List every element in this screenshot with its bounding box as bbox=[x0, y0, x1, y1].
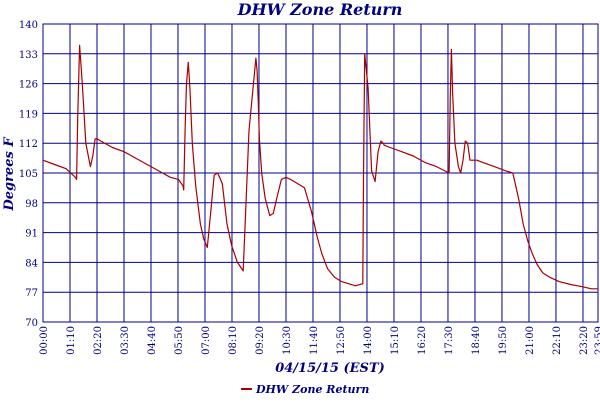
y-tick-label: 119 bbox=[19, 109, 38, 120]
x-tick-label: 18:40 bbox=[471, 326, 482, 355]
x-tick-label: 10:30 bbox=[282, 326, 293, 355]
tick-labels: 70 77 84 91 98 105 112 119 126 133 140 00:00 01:10 02… bbox=[19, 20, 600, 355]
x-tick-label: 12:50 bbox=[336, 326, 347, 355]
gridlines bbox=[42, 23, 599, 323]
x-tick-label: 00:00 bbox=[39, 326, 50, 355]
y-tick-label: 98 bbox=[25, 199, 38, 210]
legend: DHW Zone Return bbox=[241, 383, 369, 396]
y-tick-label: 70 bbox=[25, 318, 38, 329]
x-tick-label: 15:10 bbox=[390, 326, 401, 355]
y-axis-label: Degrees F bbox=[2, 137, 17, 212]
x-tick-label: 01:10 bbox=[66, 326, 77, 355]
y-tick-label: 126 bbox=[19, 80, 38, 91]
x-tick-label: 16:20 bbox=[417, 326, 428, 355]
x-tick-label: 03:30 bbox=[120, 326, 131, 355]
chart-title: DHW Zone Return bbox=[237, 0, 403, 19]
x-tick-label: 19:50 bbox=[498, 326, 509, 355]
x-tick-label: 08:10 bbox=[228, 326, 239, 355]
y-tick-label: 77 bbox=[25, 288, 38, 299]
x-tick-label: 22:10 bbox=[552, 326, 563, 355]
x-tick-label: 11:40 bbox=[309, 326, 320, 355]
series-line-dhw-zone-return bbox=[42, 44, 598, 290]
x-tick-label: 23:20 bbox=[579, 326, 590, 355]
y-tick-label: 112 bbox=[19, 139, 38, 150]
x-tick-label: 05:50 bbox=[174, 326, 185, 355]
x-tick-label: 09:20 bbox=[255, 326, 266, 355]
x-tick-label: 14:00 bbox=[363, 326, 374, 355]
x-tick-label: 04:40 bbox=[147, 326, 158, 355]
x-tick-label: 23:59 bbox=[594, 326, 600, 355]
y-tick-label: 105 bbox=[19, 169, 38, 180]
y-tick-label: 91 bbox=[25, 229, 38, 240]
y-tick-label: 84 bbox=[25, 258, 38, 269]
legend-label: DHW Zone Return bbox=[255, 383, 369, 396]
plot-border bbox=[42, 23, 599, 323]
x-tick-label: 07:00 bbox=[201, 326, 212, 355]
x-tick-label: 02:20 bbox=[93, 326, 104, 355]
x-tick-label: 17:30 bbox=[444, 326, 455, 355]
series-layer bbox=[42, 44, 598, 290]
x-axis-label: 04/15/15 (EST) bbox=[275, 361, 385, 376]
x-tick-label: 21:00 bbox=[525, 326, 536, 355]
y-tick-label: 140 bbox=[19, 20, 38, 31]
y-tick-label: 133 bbox=[19, 50, 38, 61]
